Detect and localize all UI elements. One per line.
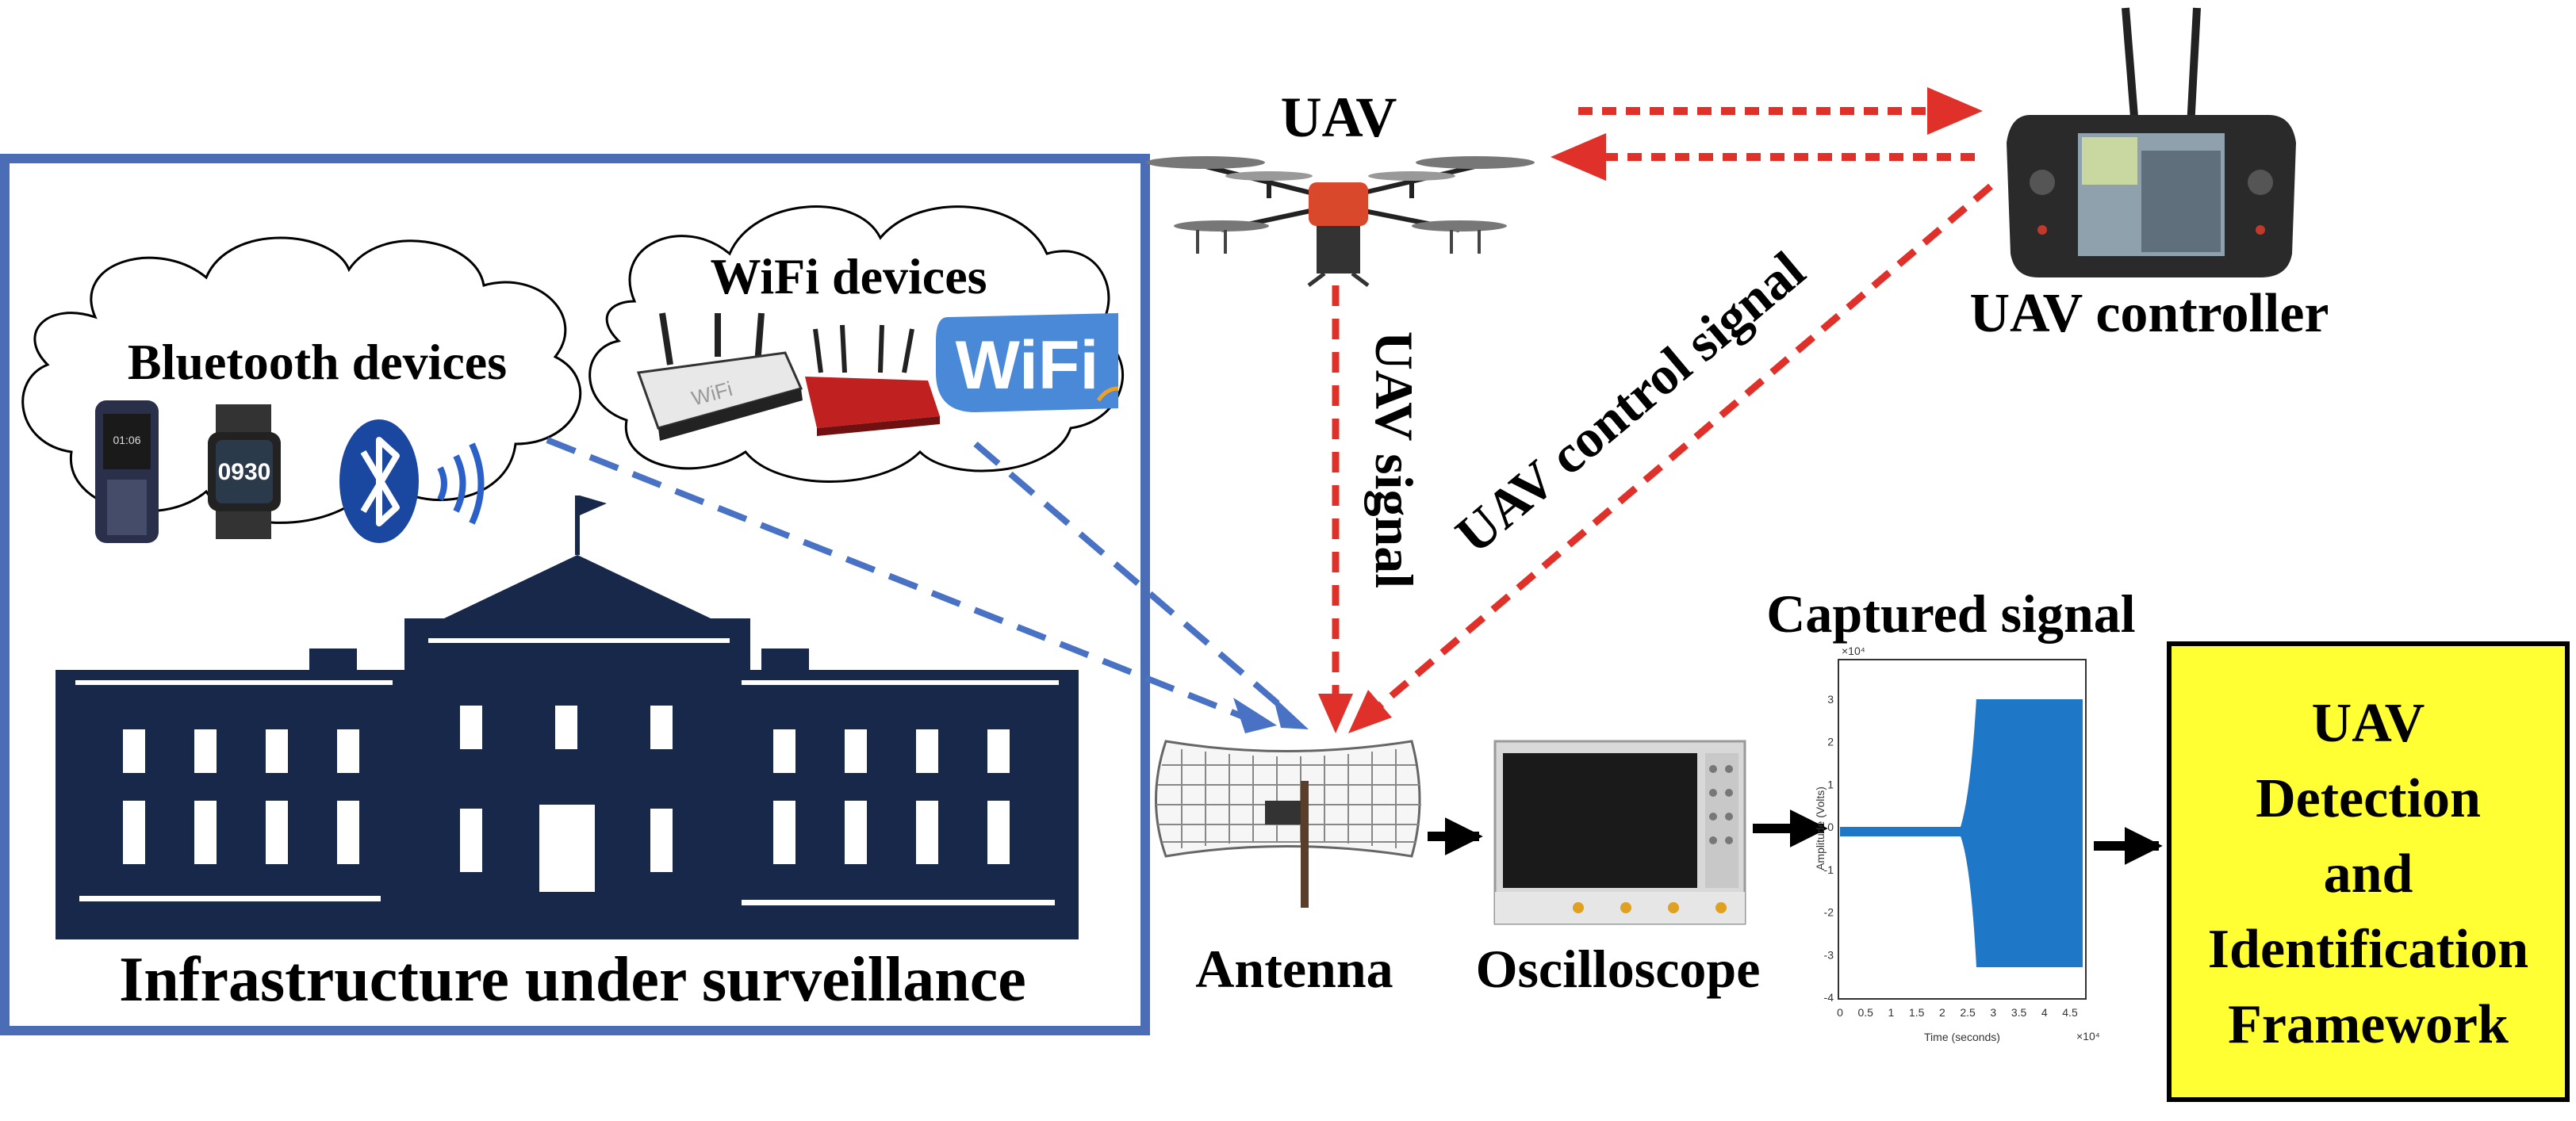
svg-text:01:06: 01:06 — [113, 434, 140, 446]
x-tick-label: 4 — [2041, 1006, 2048, 1019]
svg-text:Time (seconds): Time (seconds) — [1924, 1031, 2000, 1043]
drone-controller-link — [1551, 87, 1983, 181]
x-tick-label: 1 — [1888, 1006, 1895, 1019]
watch-icon: 0930 — [208, 404, 281, 539]
y-tick-label: -4 — [1824, 991, 1834, 1004]
x-tick-label: 0.5 — [1857, 1006, 1873, 1019]
svg-text:0930: 0930 — [218, 459, 271, 485]
signal-trace — [1840, 698, 2083, 967]
uav-signal-line — [1318, 285, 1353, 733]
controller-icon: UAV controller — [1969, 7, 2329, 344]
wireless-waves-icon — [437, 442, 485, 525]
x-tick-labels: 0 0.5 1 1.5 2 2.5 3 3.5 4 4.5 — [1837, 1006, 2078, 1019]
bluetooth-devices-label: Bluetooth devices — [128, 334, 507, 390]
antenna-label: Antenna — [1195, 939, 1393, 999]
oscilloscope-icon: Oscilloscope — [1476, 740, 1761, 999]
infrastructure-panel: Bluetooth devices WiFi devices 01:06 093… — [0, 154, 1150, 1035]
y-tick-label: -3 — [1824, 948, 1834, 961]
framework-line: Identification — [2208, 919, 2528, 980]
uav-label: UAV — [1281, 86, 1397, 149]
y-tick-label: 1 — [1827, 778, 1834, 790]
framework-line: Framework — [2228, 994, 2509, 1055]
uav-signal-label: UAV signal — [1364, 331, 1424, 588]
y-tick-label: 0 — [1827, 821, 1834, 833]
uav-control-signal-line — [1348, 183, 1993, 733]
y-tick-label: -1 — [1824, 863, 1834, 876]
y-tick-label: 2 — [1827, 736, 1834, 748]
uav-control-signal-label: UAV control signal — [1444, 239, 1816, 564]
captured-signal-plot: Captured signal ×10⁴ Amplitude (Volts) 3… — [1766, 583, 2135, 1043]
svg-text:Amplitude (Volts): Amplitude (Volts) — [1814, 786, 1827, 870]
x-tick-label: 0 — [1837, 1006, 1843, 1019]
y-tick-label: -2 — [1824, 906, 1834, 919]
drone-icon: UAV — [1146, 86, 1535, 287]
y-tick-labels: 3 2 1 0 -1 -2 -3 -4 — [1824, 693, 1834, 1004]
router-icon — [805, 324, 940, 436]
framework-box: UAV Detection and Identification Framewo… — [2167, 641, 2570, 1102]
building-icon — [56, 495, 1079, 939]
x-tick-label: 2.5 — [1960, 1006, 1976, 1019]
wireless-interference-lines — [546, 437, 1309, 733]
x-tick-label: 3 — [1990, 1006, 1996, 1019]
antenna-icon: Antenna — [1155, 740, 1421, 999]
framework-line: UAV — [2312, 693, 2425, 754]
framework-line: and — [2324, 844, 2413, 905]
phone-icon: 01:06 — [95, 400, 159, 543]
captured-signal-label: Captured signal — [1766, 583, 2135, 644]
svg-text:×10⁴: ×10⁴ — [2076, 1030, 2100, 1043]
router-icon: WiFi — [636, 312, 803, 441]
bluetooth-cloud — [21, 236, 582, 524]
wifi-logo-icon: WiFi — [936, 313, 1119, 412]
bluetooth-icon — [339, 419, 419, 543]
oscilloscope-label: Oscilloscope — [1476, 939, 1761, 999]
wifi-devices-label: WiFi devices — [711, 248, 987, 304]
y-tick-label: 3 — [1827, 693, 1834, 706]
svg-text:WiFi: WiFi — [956, 327, 1099, 404]
x-tick-label: 1.5 — [1909, 1006, 1925, 1019]
infrastructure-label: Infrastructure under surveillance — [119, 945, 1026, 1015]
x-tick-label: 4.5 — [2062, 1006, 2078, 1019]
svg-text:×10⁴: ×10⁴ — [1842, 645, 1865, 657]
framework-line: Detection — [2256, 768, 2481, 829]
x-tick-label: 3.5 — [2011, 1006, 2027, 1019]
x-tick-label: 2 — [1939, 1006, 1945, 1019]
uav-controller-label: UAV controller — [1969, 283, 2329, 344]
